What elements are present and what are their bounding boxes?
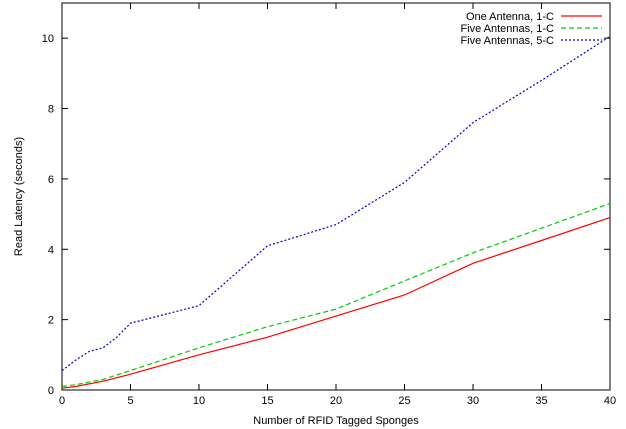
x-tick-label: 20 — [330, 395, 342, 407]
series-line-3 — [61, 35, 611, 372]
x-tick-label: 15 — [261, 395, 273, 407]
y-tick-label: 10 — [42, 33, 54, 45]
y-tick-label: 6 — [48, 174, 54, 186]
y-tick-label: 8 — [48, 104, 54, 116]
series-line-2 — [61, 202, 611, 388]
series-line-1 — [61, 217, 611, 389]
axis-ticks: 0 5 10 15 20 25 30 35 40 0 2 4 6 8 10 — [42, 3, 616, 407]
x-tick-label: 30 — [467, 395, 479, 407]
legend-label-3: Five Antennas, 5-C — [460, 35, 554, 47]
y-tick-label: 4 — [48, 244, 54, 256]
y-tick-label: 0 — [48, 385, 54, 397]
x-tick-label: 0 — [59, 395, 65, 407]
legend-label-1: One Antenna, 1-C — [466, 11, 554, 23]
y-tick-label: 2 — [48, 315, 54, 327]
legend-label-2: Five Antennas, 1-C — [460, 23, 554, 35]
x-tick-label: 10 — [193, 395, 205, 407]
x-axis-title: Number of RFID Tagged Sponges — [253, 415, 419, 427]
series-lines — [61, 35, 611, 389]
y-axis-title: Read Latency (seconds) — [13, 137, 25, 256]
plot-frame — [61, 2, 611, 391]
x-tick-label: 25 — [398, 395, 410, 407]
x-tick-label: 5 — [127, 395, 133, 407]
x-tick-label: 40 — [604, 395, 616, 407]
x-tick-label: 35 — [535, 395, 547, 407]
